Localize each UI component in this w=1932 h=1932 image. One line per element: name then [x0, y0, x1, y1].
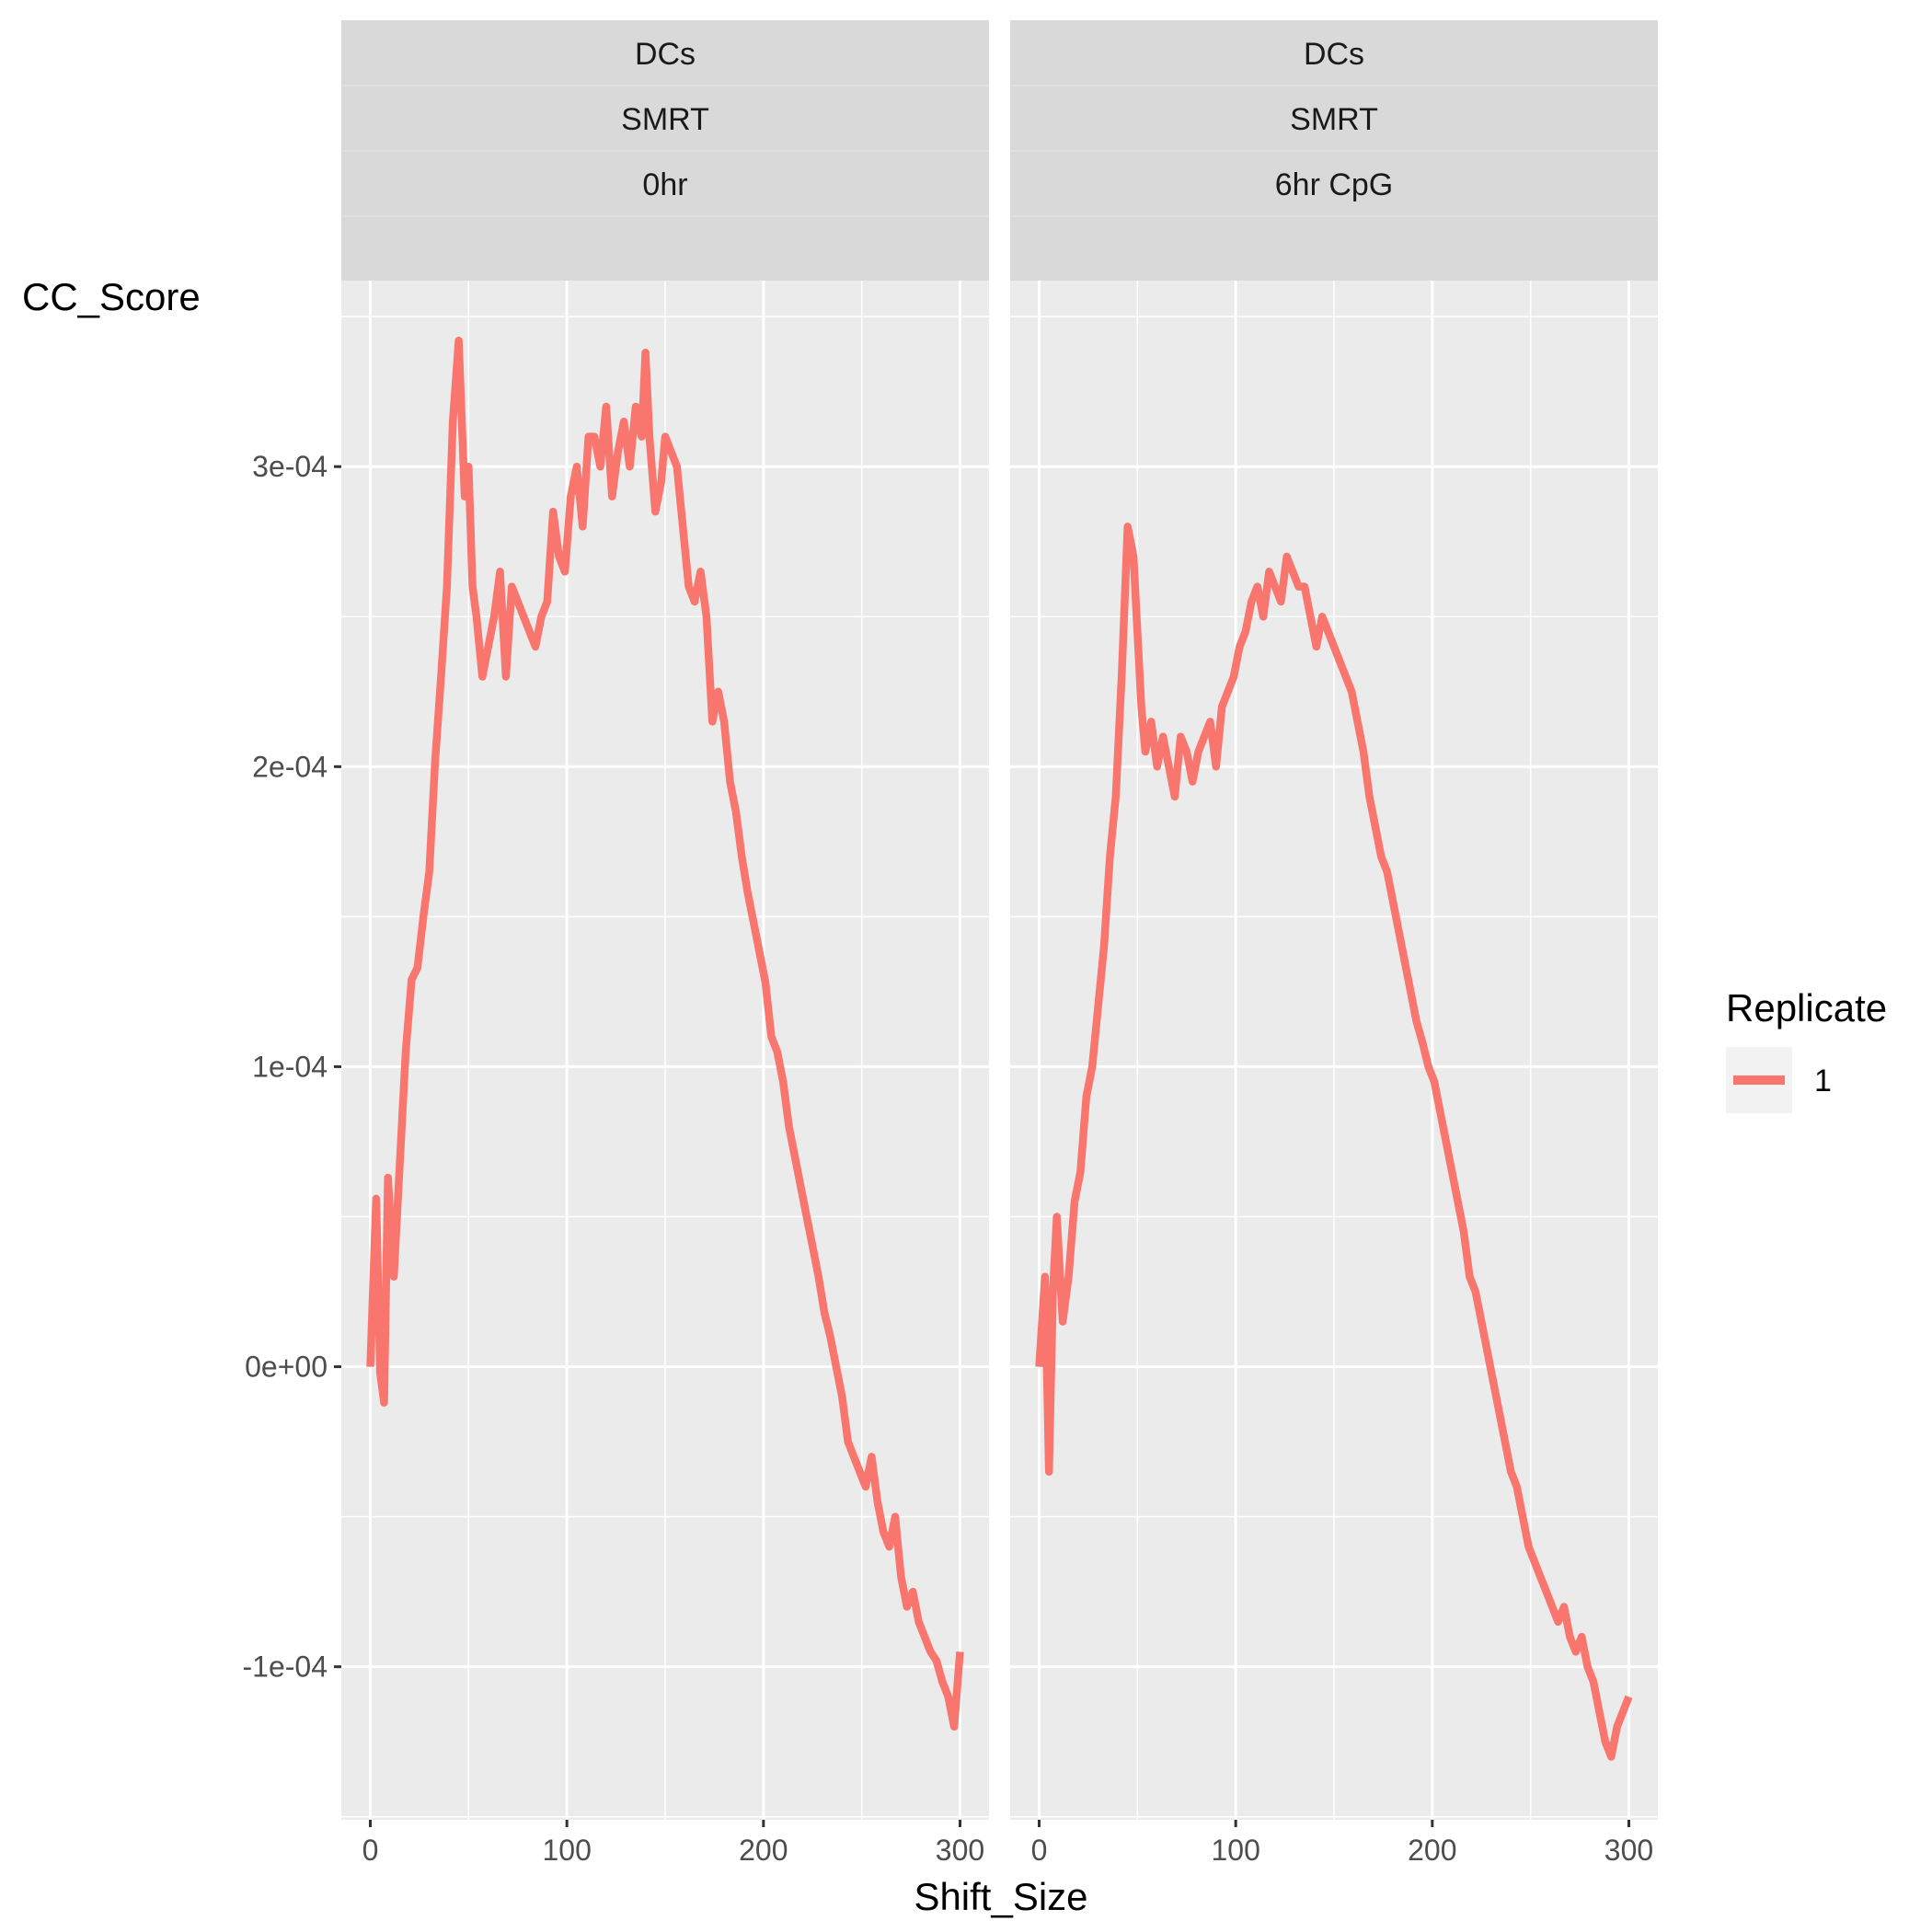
series-line-1 — [366, 336, 964, 1731]
x-tick-label: 300 — [1604, 1834, 1653, 1867]
y-tick-label: 0e+00 — [245, 1351, 328, 1384]
y-axis-title: CC_Score — [22, 275, 201, 318]
x-tick-label: 0 — [362, 1834, 379, 1867]
strip-label: 6hr CpG — [1275, 167, 1394, 202]
panels: DCs SMRT 0hr 0 100 200 300 DCs SMRT 6hr CpG 0 100 20… — [341, 20, 1658, 1867]
y-tick-label: -1e-04 — [243, 1650, 328, 1684]
strip-label: DCs — [635, 37, 696, 72]
legend: Replicate 1 — [1726, 986, 1887, 1113]
x-tick-label: 100 — [542, 1834, 591, 1867]
y-tick-label: 1e-04 — [252, 1050, 328, 1083]
y-tick-label: 3e-04 — [252, 450, 328, 483]
y-axis: -1e-04 0e+00 1e-04 2e-04 3e-04 — [243, 450, 341, 1684]
strip-label: DCs — [1304, 37, 1364, 72]
series-line-1 — [1035, 523, 1633, 1761]
x-axis-title: Shift_Size — [914, 1875, 1087, 1918]
y-tick-label: 2e-04 — [252, 750, 328, 783]
x-tick-label: 200 — [1408, 1834, 1456, 1867]
x-tick-label: 200 — [739, 1834, 788, 1867]
x-tick-label: 0 — [1031, 1834, 1048, 1867]
panel-1: DCs SMRT 0hr 0 100 200 300 — [341, 20, 989, 1867]
x-tick-label: 100 — [1211, 1834, 1259, 1867]
strip-label: SMRT — [1290, 102, 1378, 137]
strip-label: SMRT — [621, 102, 709, 137]
legend-title: Replicate — [1726, 986, 1887, 1029]
legend-label: 1 — [1814, 1064, 1832, 1098]
x-tick-label: 300 — [936, 1834, 984, 1867]
panel-2: DCs SMRT 6hr CpG 0 100 200 300 — [1010, 20, 1658, 1867]
strip-label: 0hr — [642, 167, 687, 202]
